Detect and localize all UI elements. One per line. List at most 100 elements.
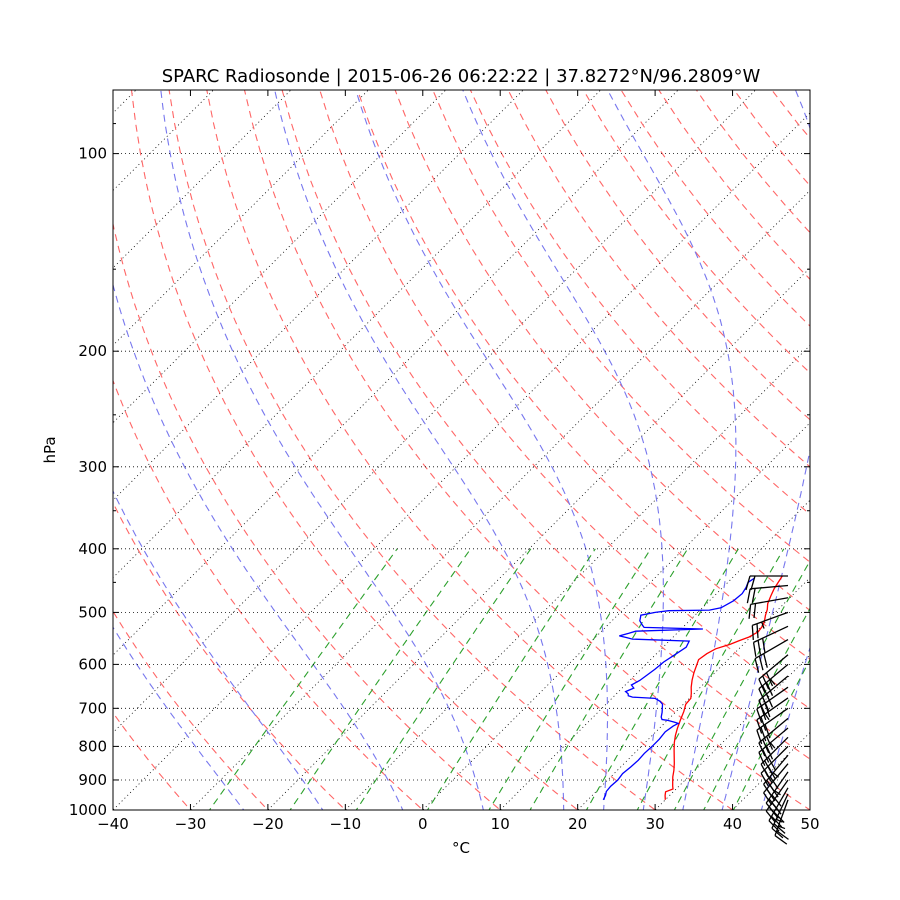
series-line-blue bbox=[602, 577, 756, 801]
wind-barb-feather bbox=[762, 685, 770, 700]
wind-barb-feather bbox=[764, 760, 773, 774]
wind-barb-feather bbox=[771, 794, 782, 807]
wind-barb-feather bbox=[765, 682, 774, 696]
wind-barb-feather bbox=[771, 827, 784, 839]
wind-barb-feather bbox=[766, 780, 776, 793]
wind-barb-shaft bbox=[758, 663, 789, 690]
isotherm-line bbox=[267, 267, 810, 810]
wind-barb-feather bbox=[762, 748, 770, 763]
wind-barb-shaft bbox=[760, 736, 789, 765]
dry-adiabat-line bbox=[507, 90, 810, 468]
isotherm-line bbox=[422, 422, 810, 810]
y-tick-label: 500 bbox=[78, 603, 107, 621]
wind-barb-feather bbox=[763, 653, 768, 668]
y-tick-label: 300 bbox=[78, 458, 107, 476]
y-tick-label: 800 bbox=[78, 737, 107, 755]
wind-barb-feather bbox=[773, 823, 786, 834]
dry-adiabat-line bbox=[113, 221, 502, 810]
y-tick-label: 600 bbox=[78, 655, 107, 673]
wind-barb bbox=[758, 727, 789, 766]
y-tick-label: 200 bbox=[78, 342, 107, 360]
wind-barb-half-feather bbox=[761, 621, 765, 629]
wind-barb-feather bbox=[761, 638, 766, 653]
wind-barb bbox=[771, 793, 789, 839]
x-tick-label: −40 bbox=[97, 815, 129, 833]
x-tick-label: 30 bbox=[646, 815, 665, 833]
dry-adiabat-line bbox=[394, 90, 810, 612]
x-tick-label: −10 bbox=[330, 815, 362, 833]
series-line-red bbox=[664, 575, 783, 800]
wind-barb-half-feather bbox=[772, 772, 779, 778]
wind-barb-feather bbox=[776, 830, 789, 840]
x-tick-label: −20 bbox=[252, 815, 284, 833]
wind-barb-shaft bbox=[754, 639, 789, 660]
wind-barb-half-feather bbox=[764, 713, 770, 721]
moist-adiabat-line bbox=[113, 282, 404, 810]
y-tick-label: 700 bbox=[78, 699, 107, 717]
mixing-ratio-line bbox=[732, 658, 810, 810]
x-tick-label: 40 bbox=[723, 815, 742, 833]
sounding-series bbox=[602, 575, 783, 801]
dry-adiabat-line bbox=[469, 90, 810, 516]
wind-barb-feather bbox=[765, 745, 774, 760]
wind-barb bbox=[746, 584, 789, 604]
wind-barb-feather bbox=[760, 727, 767, 742]
moist-adiabat-line bbox=[274, 90, 565, 810]
moist-adiabat-line bbox=[113, 489, 324, 810]
wind-barb-feather bbox=[760, 772, 769, 787]
chart-title: SPARC Radiosonde | 2015-06-26 06:22:22 |… bbox=[162, 66, 761, 87]
wind-barb-feather bbox=[756, 623, 759, 639]
wind-barb-feather bbox=[758, 742, 766, 757]
moist-adiabat-line bbox=[355, 90, 609, 810]
mixing-ratio-line bbox=[703, 607, 810, 810]
mixing-ratio-line bbox=[355, 548, 532, 810]
mixing-ratio-line bbox=[208, 548, 398, 810]
wind-barb-feather bbox=[758, 700, 766, 715]
moist-adiabat-line bbox=[606, 90, 737, 810]
x-tick-label: 0 bbox=[418, 815, 428, 833]
dry-adiabat-line bbox=[281, 90, 810, 760]
wind-barb-shaft bbox=[758, 675, 789, 701]
isotherm-line bbox=[113, 90, 679, 656]
wind-barb-feather bbox=[764, 724, 771, 739]
wind-barb bbox=[748, 597, 789, 619]
wind-barb-feather bbox=[751, 625, 754, 640]
mixing-ratio-line bbox=[488, 548, 652, 810]
wind-barb-feather bbox=[758, 688, 766, 703]
wind-barb-feather bbox=[774, 835, 788, 845]
wind-barb-feather bbox=[762, 739, 770, 754]
isotherm-line bbox=[874, 52, 900, 824]
isotherm-line bbox=[809, 809, 810, 810]
wind-barb bbox=[758, 675, 789, 715]
wind-barb-shaft bbox=[756, 686, 789, 710]
wind-barb-shaft bbox=[758, 654, 789, 680]
wind-barb-feather bbox=[748, 604, 752, 619]
moist-adiabat-line bbox=[160, 90, 484, 810]
wind-barb bbox=[763, 754, 789, 797]
wind-barb-feather bbox=[754, 658, 760, 673]
mixing-ratio-line bbox=[673, 559, 810, 810]
wind-barb-feather bbox=[751, 588, 756, 603]
wind-barb-feather bbox=[753, 603, 757, 619]
dry-adiabat-line bbox=[113, 379, 424, 810]
wind-barb bbox=[745, 575, 788, 591]
wind-barb bbox=[760, 736, 789, 778]
x-tick-label: 50 bbox=[800, 815, 819, 833]
wind-barb-shaft bbox=[763, 763, 789, 794]
dry-adiabat-line bbox=[113, 610, 269, 810]
wind-barb-feather bbox=[758, 752, 766, 766]
wind-barb bbox=[752, 625, 789, 657]
mixing-ratio-line bbox=[289, 548, 472, 810]
wind-barb-shaft bbox=[760, 745, 789, 774]
moist-adiabat-line bbox=[462, 90, 664, 810]
wind-barb-half-feather bbox=[774, 790, 781, 796]
wind-barb-feather bbox=[765, 672, 774, 687]
wind-barb-feather bbox=[758, 655, 764, 671]
wind-barb-feather bbox=[765, 810, 776, 823]
x-tick-label: 10 bbox=[491, 815, 510, 833]
wind-barb-half-feather bbox=[778, 825, 786, 830]
wind-barb-feather bbox=[745, 575, 751, 591]
wind-barb-shaft bbox=[771, 793, 789, 829]
wind-barb-feather bbox=[767, 756, 776, 771]
